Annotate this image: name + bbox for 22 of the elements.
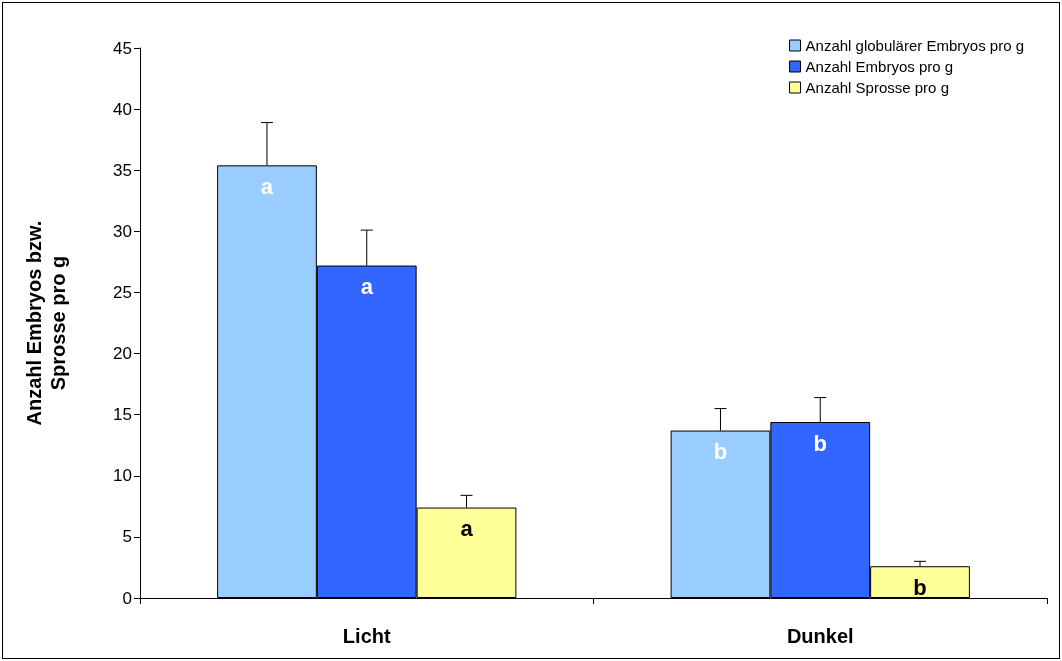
y-tick-label: 45 xyxy=(113,38,132,58)
data-label: a xyxy=(360,274,374,300)
data-label: b xyxy=(813,430,827,456)
legend-label: Anzahl Sprosse pro g xyxy=(805,79,949,96)
data-label: a xyxy=(260,173,274,199)
data-label: a xyxy=(460,516,474,542)
y-tick-label: 10 xyxy=(113,466,132,486)
y-tick-label: 20 xyxy=(113,344,132,364)
data-label: b xyxy=(913,574,927,600)
y-tick-label: 0 xyxy=(122,588,132,608)
legend-label: Anzahl Embryos pro g xyxy=(805,58,954,75)
x-tick-label: Licht xyxy=(342,625,391,647)
y-tick-label: 15 xyxy=(113,405,132,425)
data-label: b xyxy=(713,439,728,465)
y-tick-label: 35 xyxy=(113,160,132,180)
y-tick-label: 30 xyxy=(113,221,132,241)
legend-label: Anzahl globulärer Embryos pro g xyxy=(805,37,1025,54)
y-tick-label: 40 xyxy=(113,99,132,119)
y-tick-label: 5 xyxy=(122,527,132,547)
y-tick-label: 25 xyxy=(113,282,132,302)
x-tick-label: Dunkel xyxy=(786,625,854,647)
y-axis-title: Anzahl Embryos bzw. Sprosse pro g xyxy=(23,220,69,426)
